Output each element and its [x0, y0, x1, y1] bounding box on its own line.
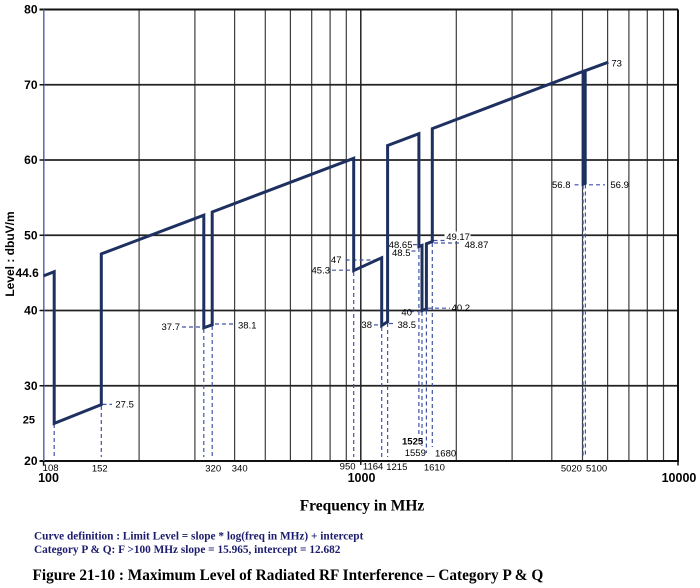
svg-text:Level : dbuV/m: Level : dbuV/m — [3, 211, 17, 296]
svg-text:56.8: 56.8 — [552, 180, 571, 191]
svg-text:48.5: 48.5 — [392, 248, 411, 259]
svg-text:Figure 21-10 : Maximum Level o: Figure 21-10 : Maximum Level of Radiated… — [33, 567, 544, 584]
svg-text:48.87: 48.87 — [465, 240, 489, 251]
svg-text:320: 320 — [205, 464, 221, 475]
svg-text:38.1: 38.1 — [238, 321, 257, 332]
svg-text:48.65: 48.65 — [389, 240, 413, 251]
svg-text:10000: 10000 — [662, 471, 697, 485]
svg-text:38: 38 — [361, 320, 372, 331]
svg-text:37.7: 37.7 — [162, 322, 181, 333]
svg-text:73: 73 — [611, 59, 622, 70]
svg-text:1610: 1610 — [424, 463, 445, 474]
svg-text:56.9: 56.9 — [610, 180, 629, 191]
svg-text:1000: 1000 — [348, 471, 376, 485]
svg-text:50: 50 — [24, 228, 38, 242]
svg-text:40: 40 — [401, 308, 412, 319]
svg-text:47: 47 — [331, 255, 342, 266]
svg-text:950: 950 — [340, 462, 356, 473]
svg-text:60: 60 — [24, 153, 38, 167]
svg-text:49.17: 49.17 — [446, 232, 470, 243]
svg-text:152: 152 — [92, 464, 108, 475]
svg-text:340: 340 — [232, 464, 248, 475]
svg-text:1215: 1215 — [386, 462, 407, 473]
svg-text:20: 20 — [24, 454, 38, 468]
svg-text:45.3: 45.3 — [312, 266, 331, 277]
svg-text:Curve definition : Limit Level: Curve definition : Limit Level = slope *… — [34, 531, 364, 543]
svg-text:44.6: 44.6 — [15, 266, 39, 280]
svg-text:100: 100 — [38, 471, 59, 485]
svg-text:1525: 1525 — [402, 437, 424, 448]
svg-text:1680: 1680 — [435, 449, 456, 460]
svg-text:5020: 5020 — [561, 464, 582, 475]
svg-text:5100: 5100 — [586, 464, 607, 475]
svg-text:1559: 1559 — [405, 448, 426, 459]
svg-text:25: 25 — [23, 415, 35, 427]
svg-text:Frequency in MHz: Frequency in MHz — [300, 498, 425, 515]
svg-text:80: 80 — [24, 3, 38, 17]
svg-text:40: 40 — [24, 304, 38, 318]
svg-text:30: 30 — [24, 379, 38, 393]
svg-text:38.5: 38.5 — [398, 320, 417, 331]
svg-text:Category P & Q: F >100 MHz slo: Category P & Q: F >100 MHz slope = 15.96… — [34, 544, 341, 556]
svg-text:1164: 1164 — [363, 462, 383, 473]
svg-text:27.5: 27.5 — [115, 400, 133, 411]
svg-text:70: 70 — [24, 78, 38, 92]
svg-text:40.2: 40.2 — [452, 303, 471, 314]
svg-text:108: 108 — [43, 463, 59, 474]
